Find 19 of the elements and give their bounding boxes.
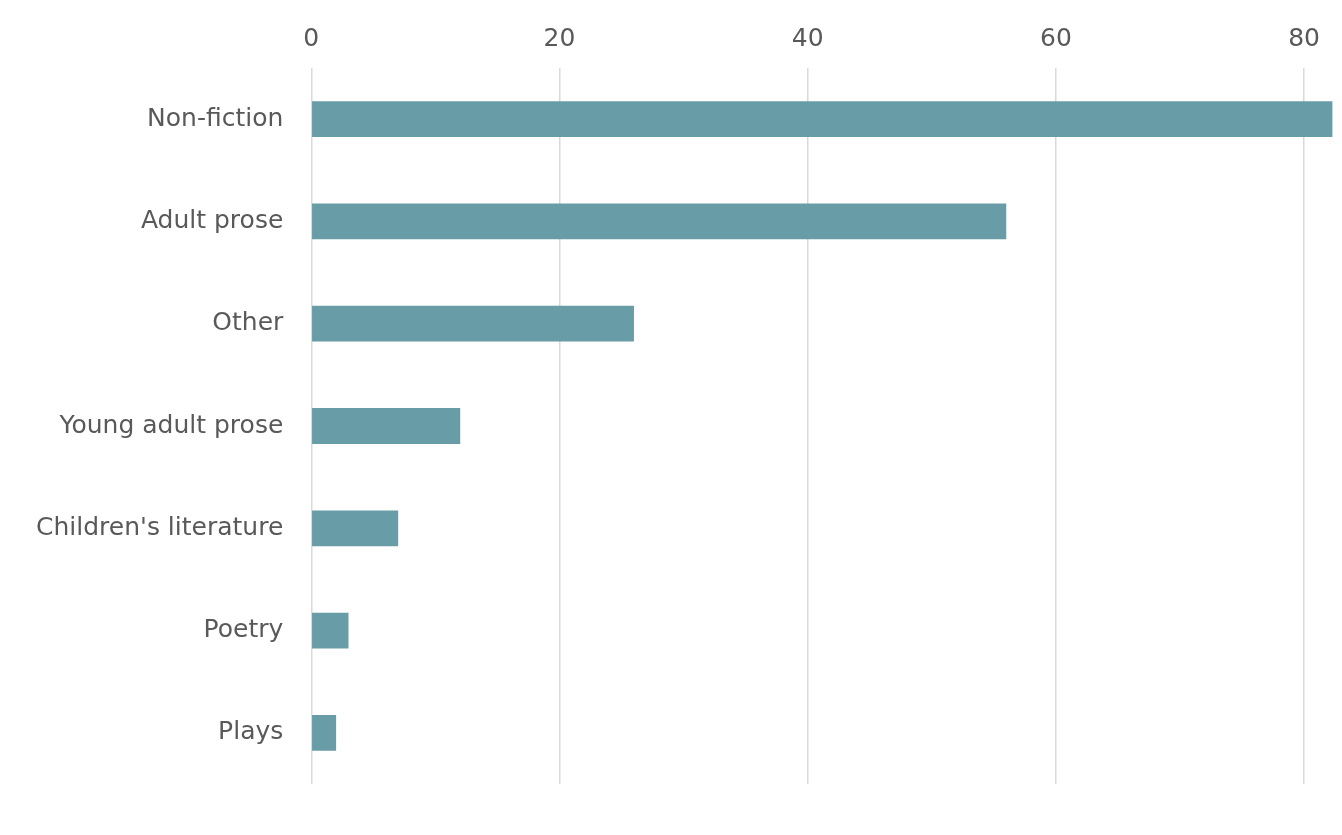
y-tick-label: Young adult prose: [58, 409, 284, 439]
x-tick-label: 40: [791, 22, 824, 52]
y-tick-label: Non-fiction: [147, 102, 284, 132]
bar: [312, 305, 634, 342]
bar: [312, 714, 337, 751]
bar: [312, 408, 461, 444]
x-tick-label: 20: [543, 22, 576, 52]
y-tick-label: Plays: [218, 716, 284, 746]
y-tick-label: Poetry: [203, 614, 284, 644]
bar: [312, 203, 1007, 240]
y-tick-label: Children's literature: [35, 511, 284, 541]
x-tick-label: 80: [1288, 22, 1320, 52]
x-tick-label: 60: [1039, 22, 1072, 52]
bar: [312, 612, 349, 649]
bar: [312, 101, 1333, 138]
y-tick-label: Other: [212, 307, 285, 337]
bar: [312, 510, 399, 547]
y-tick-label: Adult prose: [140, 204, 284, 234]
x-tick-label: 0: [303, 22, 320, 52]
